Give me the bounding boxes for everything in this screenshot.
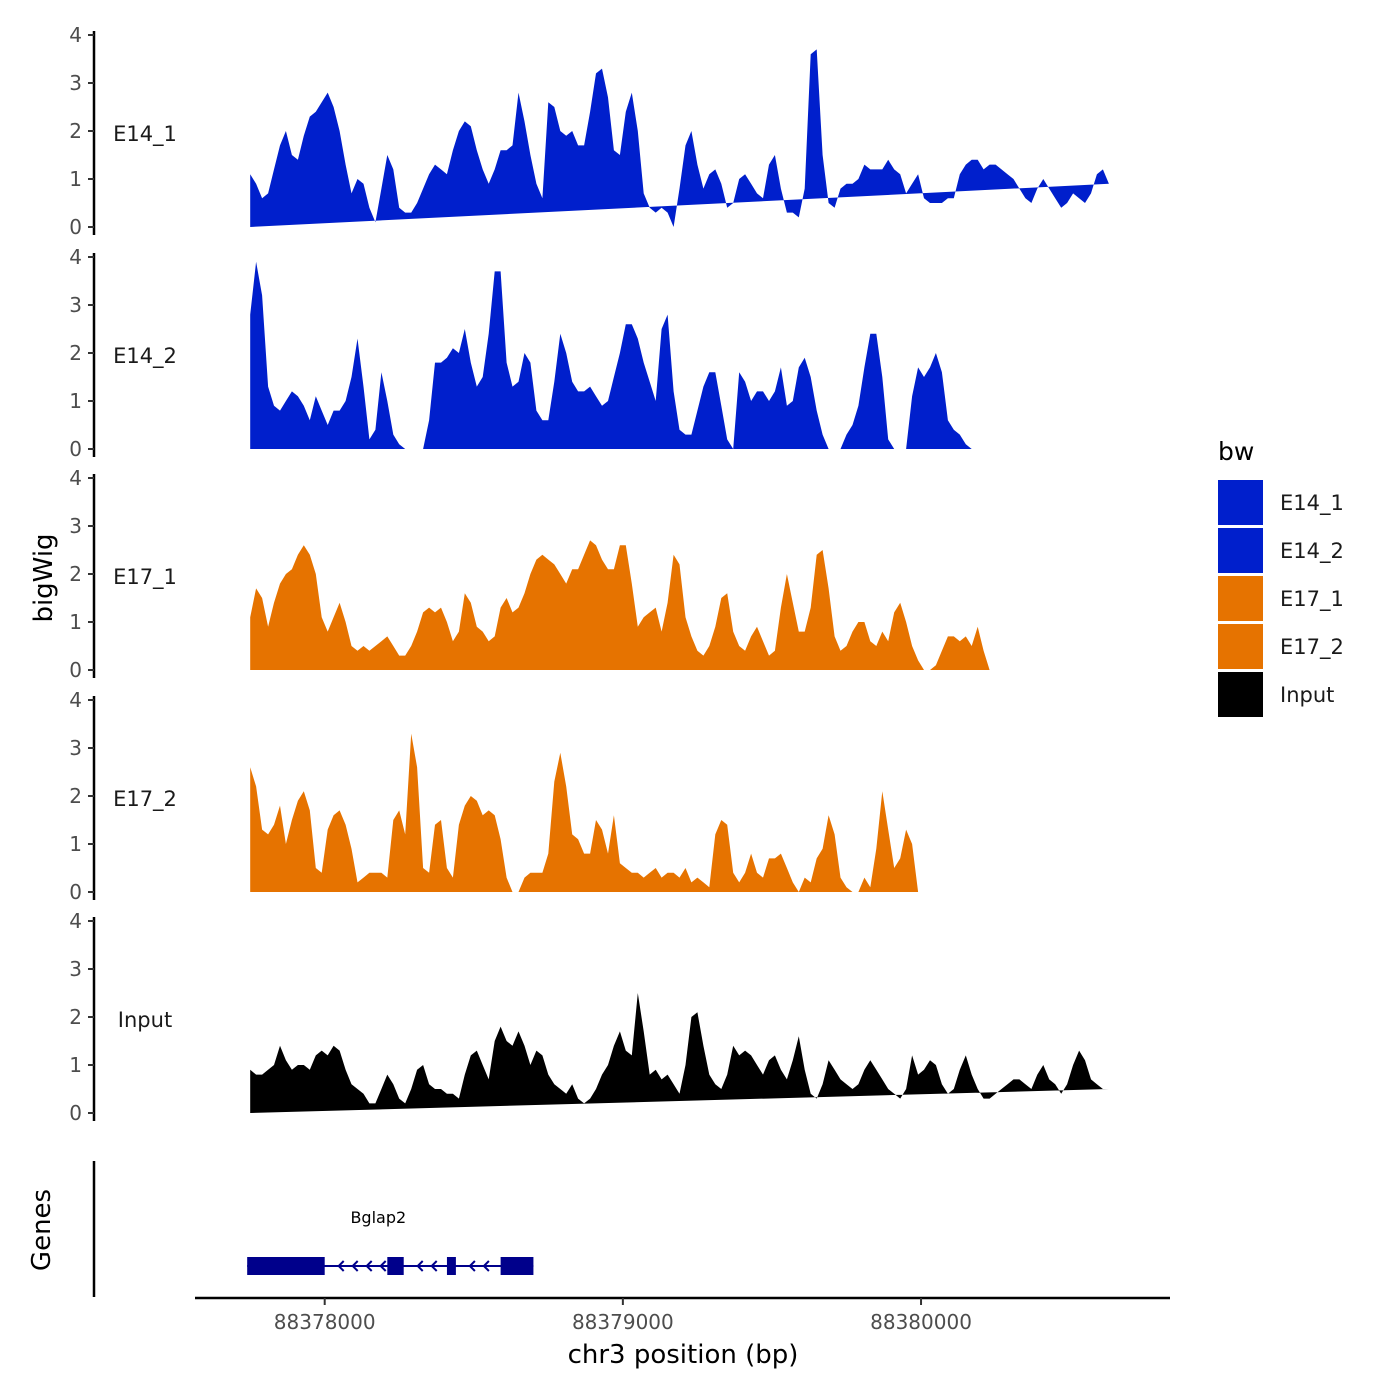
y-tick-label: 4 — [69, 688, 82, 712]
legend-swatch — [1218, 480, 1263, 525]
legend-label: Input — [1280, 683, 1334, 707]
legend-swatch — [1218, 672, 1263, 717]
track-E14_1: 0 1 2 3 4 E14_1 — [69, 23, 1109, 239]
legend: bw E14_1 E14_2 E17_1 E17_2 Input — [1218, 437, 1344, 717]
track-label-E14_2: E14_2 — [113, 344, 177, 369]
track-E17_2: 0 1 2 3 4 E17_2 — [69, 688, 1109, 904]
gene-exon — [446, 1257, 456, 1275]
gene-exon — [387, 1257, 404, 1275]
y-tick-label: 0 — [69, 437, 82, 461]
y-tick-label: 1 — [69, 167, 82, 191]
strand-arrow — [482, 1260, 490, 1272]
y-tick-label: 4 — [69, 23, 82, 47]
y-tick-label: 0 — [69, 215, 82, 239]
x-tick-label: 88380000 — [870, 1310, 972, 1334]
track-Input: 0 1 2 3 4 Input — [69, 909, 1109, 1125]
x-tick-label: 88379000 — [572, 1310, 674, 1334]
legend-entry-E17_1: E17_1 — [1218, 576, 1344, 621]
track-label-Input: Input — [118, 1008, 172, 1032]
y-tick-label: 4 — [69, 466, 82, 490]
y-tick-label: 3 — [69, 957, 82, 981]
legend-label: E17_1 — [1280, 587, 1344, 612]
strand-arrow — [365, 1260, 373, 1272]
coverage-area-E14_2 — [250, 261, 1109, 449]
y-tick-label: 1 — [69, 1053, 82, 1077]
y-tick-label: 1 — [69, 610, 82, 634]
track-label-E14_1: E14_1 — [113, 122, 177, 147]
x-tick-label: 88378000 — [274, 1310, 376, 1334]
y-tick-label: 4 — [69, 909, 82, 933]
y-tick-label: 2 — [69, 784, 82, 808]
strand-arrow — [430, 1260, 438, 1272]
gene-exon — [247, 1257, 325, 1275]
strand-arrow — [416, 1260, 424, 1272]
y-tick-label: 0 — [69, 880, 82, 904]
y-tick-label: 3 — [69, 514, 82, 538]
legend-entry-E14_2: E14_2 — [1218, 528, 1344, 573]
gene-exon — [500, 1257, 534, 1275]
track-label-E17_1: E17_1 — [113, 565, 177, 590]
strand-arrow — [337, 1260, 345, 1272]
y-tick-label: 2 — [69, 562, 82, 586]
coverage-area-E17_1 — [250, 540, 1109, 670]
strand-arrow — [379, 1260, 387, 1272]
x-axis-title: chr3 position (bp) — [568, 1340, 799, 1370]
track-E17_1: 0 1 2 3 4 E17_1 — [69, 466, 1109, 682]
track-E14_2: 0 1 2 3 4 E14_2 — [69, 245, 1109, 461]
legend-swatch — [1218, 528, 1263, 573]
y-tick-label: 1 — [69, 389, 82, 413]
legend-label: E14_2 — [1280, 539, 1344, 564]
y-tick-label: 4 — [69, 245, 82, 269]
y-tick-label: 0 — [69, 1101, 82, 1125]
coverage-area-E17_2 — [250, 733, 1109, 892]
y-tick-label: 2 — [69, 341, 82, 365]
gene-Bglap2: Bglap2 — [247, 1208, 534, 1275]
genes-axis-title: Genes — [27, 1189, 57, 1271]
y-axis-title: bigWig — [29, 533, 59, 622]
legend-entry-E17_2: E17_2 — [1218, 624, 1344, 669]
legend-title: bw — [1218, 437, 1254, 466]
y-tick-label: 2 — [69, 1005, 82, 1029]
y-tick-label: 2 — [69, 119, 82, 143]
y-tick-label: 3 — [69, 71, 82, 95]
coverage-area-Input — [250, 993, 1109, 1113]
strand-arrow — [468, 1260, 476, 1272]
legend-label: E14_1 — [1280, 491, 1344, 516]
legend-label: E17_2 — [1280, 635, 1344, 660]
y-tick-label: 3 — [69, 293, 82, 317]
coverage-area-E14_1 — [250, 49, 1109, 228]
strand-arrow — [351, 1260, 359, 1272]
track-label-E17_2: E17_2 — [113, 787, 177, 812]
legend-entry-E14_1: E14_1 — [1218, 480, 1344, 525]
gene-label: Bglap2 — [350, 1208, 406, 1227]
y-tick-label: 3 — [69, 736, 82, 760]
legend-entry-Input: Input — [1218, 672, 1334, 717]
y-tick-label: 1 — [69, 832, 82, 856]
legend-swatch — [1218, 624, 1263, 669]
x-axis: 88378000 88379000 88380000 — [195, 1296, 1170, 1334]
legend-swatch — [1218, 576, 1263, 621]
genes-panel: Genes Bglap2 — [27, 1161, 534, 1297]
track-panels: 0 1 2 3 4 E14_1 0 1 2 3 4 E14_2 0 1 2 3 4 E17_1 0 1 2 3 4 E17_2… — [69, 23, 1109, 1125]
y-tick-label: 0 — [69, 658, 82, 682]
